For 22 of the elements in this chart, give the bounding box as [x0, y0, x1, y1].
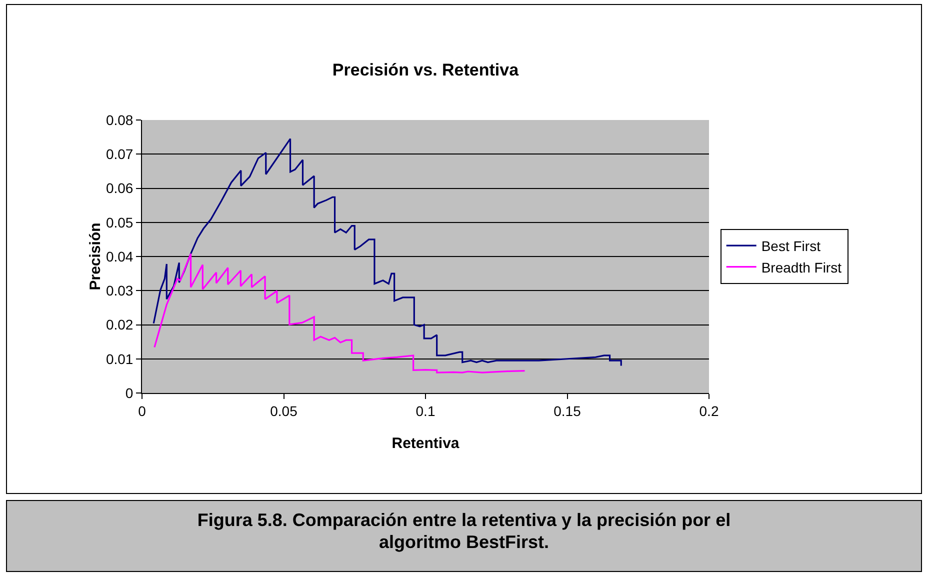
y-tick-label: 0.02 [106, 316, 134, 333]
x-tick-label: 0.1 [416, 402, 436, 419]
text: Figura 5.8. Comparación entre la retentiva y la precisión por el algoritmo BestFirst. [6, 500, 922, 572]
x-tick-label: 0.05 [270, 402, 298, 419]
y-axis-title: Precisión [86, 222, 104, 290]
legend-label: Breadth First [761, 259, 842, 276]
line-series [152, 138, 622, 366]
x-axis-title: Retentiva [392, 435, 460, 452]
y-tick-label: 0.05 [106, 214, 134, 230]
chart-title: Precisión vs. Retentiva [332, 60, 520, 80]
x-tick-label: 0.2 [699, 402, 719, 419]
y-tick-label: 0.01 [106, 350, 134, 367]
y-tick-label: 0 [125, 384, 134, 401]
y-tick-label: 0.07 [106, 146, 134, 162]
y-tick-label: 0.04 [106, 248, 134, 264]
line-series [154, 252, 526, 374]
x-tick-label: 0.15 [554, 402, 582, 419]
legend-label: Best First [761, 238, 821, 254]
x-tick-label: 0 [138, 402, 146, 419]
y-tick-label: 0.03 [106, 282, 134, 299]
y-tick-label: 0.08 [106, 112, 134, 128]
y-tick-label: 0.06 [106, 180, 134, 196]
